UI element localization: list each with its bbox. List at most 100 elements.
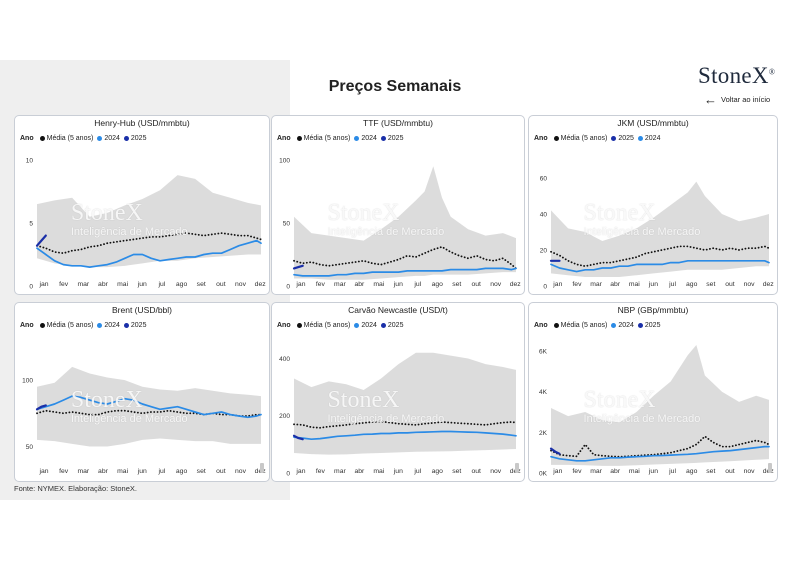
chart-title: NBP (GBp/mmbtu) [617,305,689,315]
x-tick-label: jul [158,468,166,475]
x-tick-label: jul [413,281,421,288]
chart-panel-henry-hub[interactable]: Henry-Hub (USD/mmbtu) Ano Média (5 anos) 20… [14,115,270,295]
legend-marker [97,136,103,141]
x-scrollbar[interactable] [260,463,264,473]
legend-item-2025[interactable]: 2025 [380,322,404,329]
legend-marker [354,323,360,328]
arrow-left-icon: ← [704,92,717,107]
chart-title: JKM (USD/mmbtu) [617,118,689,128]
legend-marker [637,136,643,141]
x-tick-label: mar [77,468,89,475]
legend-label: 2024 [104,322,120,329]
x-tick-label: mai [117,468,128,475]
y-tick-label: 2K [539,430,548,437]
legend-item-media-5-anos[interactable]: Média (5 anos) [296,135,351,142]
x-tick-label: ago [686,468,698,475]
legend-marker [97,323,103,328]
legend-label: Média (5 anos) [303,135,351,142]
x-tick-label: fev [316,281,326,288]
series-line-2025 [35,234,47,247]
chart-legend: Ano Média (5 anos) 2024 2025 [534,322,660,329]
legend-label: 2024 [644,135,661,142]
x-tick-label: set [197,468,206,475]
legend-item-2025[interactable]: 2025 [123,322,146,329]
legend-item-media-5-anos[interactable]: Média (5 anos) [39,322,94,329]
x-tick-label: ago [686,281,698,288]
x-tick-label: ago [176,468,188,475]
stonex-logo: StoneX® [698,63,776,88]
x-tick-label: dez [763,281,775,288]
legend-label: 2025 [644,322,661,329]
x-tick-label: out [472,468,482,475]
legend-label: Média (5 anos) [560,135,608,142]
chart-panel-jkm[interactable]: JKM (USD/mmbtu) Ano Média (5 anos) 2025 2024… [528,115,778,295]
x-tick-label: jan [295,281,305,288]
legend-item-media-5-anos[interactable]: Média (5 anos) [296,322,350,329]
y-tick-label: 4K [539,389,548,396]
chart-plot: 0K 2K 4K 6K jan fev mar abr mai jun jul ago set out no… [539,344,774,478]
x-tick-label: set [706,468,715,475]
legend-label: 2024 [361,322,377,329]
y-tick-label: 0 [286,471,290,478]
y-tick-label: 6K [539,349,548,356]
chart-panel-carvao[interactable]: Carvão Newcastle (USD/t) Ano Média (5 anos… [271,302,525,482]
legend-label: Média (5 anos) [560,322,608,329]
legend-label: Média (5 anos) [46,322,94,329]
series-line-media-5-anos [550,435,770,458]
y-tick-label: 100 [279,158,290,165]
legend-item-media-5-anos[interactable]: Média (5 anos) [39,135,93,142]
legend-item-media-5-anos[interactable]: Média (5 anos) [553,322,608,329]
legend-item-2024[interactable]: 2024 [97,135,120,142]
y-tick-label: 40 [540,212,548,219]
legend-marker [39,323,45,328]
legend-item-2025[interactable]: 2025 [611,135,634,142]
legend-item-2024[interactable]: 2024 [354,135,377,142]
x-tick-label: out [216,468,226,475]
chart-panel-brent[interactable]: Brent (USD/bbl) Ano Média (5 anos) 2024 2025… [14,302,270,482]
y-tick-label: 0K [539,471,548,478]
legend-item-2024[interactable]: 2024 [637,135,661,142]
legend-item-2024[interactable]: 2024 [97,322,120,329]
min-max-band [551,181,769,277]
x-scrollbar[interactable] [515,463,519,473]
legend-item-2025[interactable]: 2025 [380,135,403,142]
x-tick-label: mai [629,468,640,475]
legend-marker [380,136,386,141]
legend-marker [611,323,617,328]
series-line-2024 [36,395,262,419]
legend-item-2025[interactable]: 2025 [637,322,661,329]
legend-item-2024[interactable]: 2024 [354,322,377,329]
x-scrollbar[interactable] [768,463,772,473]
x-tick-label: fev [572,468,582,475]
back-to-home-button[interactable]: ← Voltar ao início [704,92,770,107]
legend-marker [637,323,643,328]
x-tick-label: jul [158,281,166,288]
min-max-band [551,344,769,466]
chart-panel-ttf[interactable]: TTF (USD/mmbtu) Ano Média (5 anos) 2024 2025… [271,115,525,295]
x-tick-label: abr [98,281,109,288]
y-tick-label: 200 [279,413,290,420]
legend-heading: Ano [277,135,291,142]
x-tick-label: mai [117,281,128,288]
x-tick-label: ago [432,281,444,288]
min-max-band [294,166,516,280]
chart-title: Brent (USD/bbl) [112,305,172,315]
y-tick-label: 20 [540,248,548,255]
y-tick-label: 50 [26,444,34,451]
legend-marker [123,136,129,141]
x-tick-label: jun [393,468,403,475]
chart-panel-nbp[interactable]: NBP (GBp/mmbtu) Ano Média (5 anos) 2024 2025… [528,302,778,482]
x-tick-label: set [452,281,461,288]
legend-item-media-5-anos[interactable]: Média (5 anos) [553,135,608,142]
legend-item-2024[interactable]: 2024 [611,322,634,329]
legend-marker [553,323,559,328]
legend-marker [354,136,360,141]
x-tick-label: mai [629,281,640,288]
legend-label: 2025 [387,322,404,329]
x-tick-label: jul [668,281,676,288]
y-tick-label: 400 [279,356,290,363]
series-line-media-5-anos [36,409,262,417]
x-tick-label: ago [432,468,444,475]
series-line-media-5-anos [36,232,262,255]
legend-item-2025[interactable]: 2025 [123,135,146,142]
